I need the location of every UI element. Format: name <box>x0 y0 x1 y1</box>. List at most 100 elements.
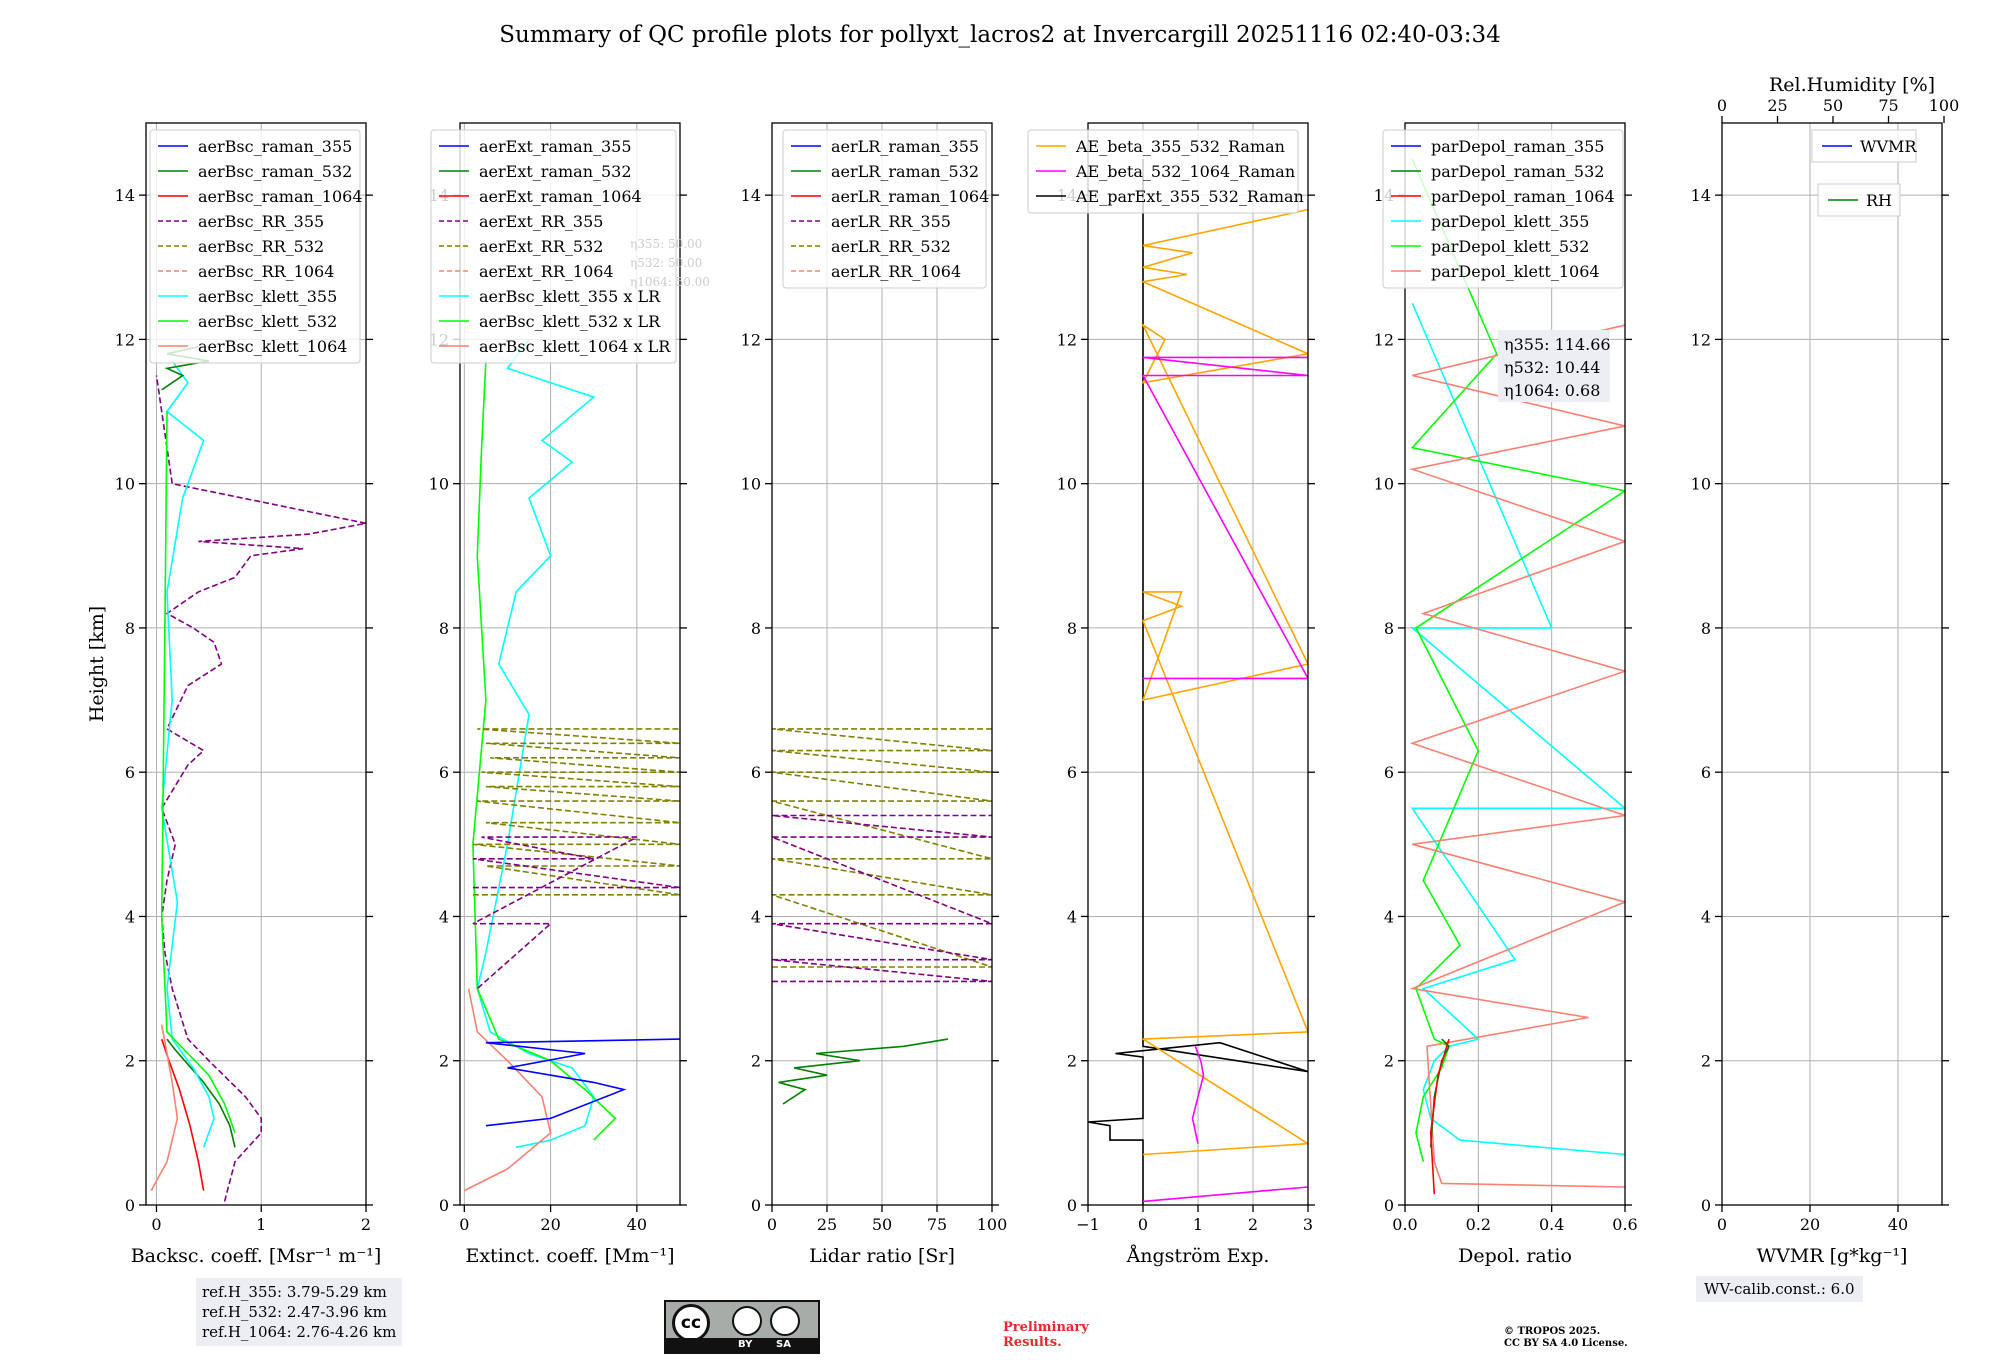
legend-label: aerExt_RR_355 <box>479 212 603 231</box>
y-tick-label: 4 <box>439 907 449 926</box>
legend-label: aerLR_RR_355 <box>831 212 951 231</box>
y-tick-label: 0 <box>1701 1196 1711 1215</box>
legend-label: aerLR_raman_532 <box>831 162 979 181</box>
axes-frame <box>459 122 681 1206</box>
legend-box <box>1027 129 1299 214</box>
legend: AE_beta_355_532_Raman AE_beta_532_1064_Ra… <box>1027 129 1304 214</box>
series-aerBsc_klett_532 <box>160 411 236 1134</box>
figure-title: Summary of QC profile plots for pollyxt_… <box>499 22 1501 48</box>
series-aerBsc_klett_1064 x LR <box>463 988 552 1192</box>
legend-label: AE_parExt_355_532_Raman <box>1075 187 1304 206</box>
x-tick-label: 0.6 <box>1612 1215 1637 1234</box>
series-parDepol_klett_532 <box>1410 158 1625 1162</box>
lidar-ratio-note: η355: 50.00 <box>630 237 702 251</box>
reference-height-box: ref.H_355: 3.79-5.29 km ref.H_532: 2.47-… <box>196 1278 403 1346</box>
y-tick-label: 6 <box>751 763 761 782</box>
x-tick-label: 40 <box>627 1215 647 1234</box>
x-tick-label: 0 <box>1717 1215 1727 1234</box>
x-tick-label: 40 <box>1888 1215 1908 1234</box>
x-axis-label: Extinct. coeff. [Mm⁻¹] <box>465 1245 674 1267</box>
x-tick-label: 0 <box>1138 1215 1148 1234</box>
series-aerBsc_klett_355 <box>160 360 215 1148</box>
y-tick-label: 2 <box>1701 1052 1711 1071</box>
legend-label: parDepol_klett_1064 <box>1431 262 1600 281</box>
y-tick-label: 0 <box>1384 1196 1394 1215</box>
y-tick-label: 10 <box>429 475 449 494</box>
legend-label: AE_beta_532_1064_Raman <box>1075 162 1295 181</box>
y-tick-label: 2 <box>1067 1052 1077 1071</box>
legend-label: aerLR_raman_355 <box>831 137 979 156</box>
attribution-person-icon <box>732 1306 762 1336</box>
top-x-tick-label: 25 <box>1767 96 1787 115</box>
series-aerExt_RR_532 <box>472 728 680 896</box>
legend-label: aerBsc_raman_355 <box>198 137 352 156</box>
y-tick-label: 4 <box>1701 907 1711 926</box>
legend-label: aerExt_raman_355 <box>479 137 632 156</box>
series-aerBsc_klett_1064 <box>150 1024 179 1191</box>
legend-label: aerBsc_RR_355 <box>198 212 324 231</box>
y-tick-label: 6 <box>125 763 135 782</box>
share-alike-icon <box>770 1306 800 1336</box>
x-tick-label: 20 <box>1800 1215 1820 1234</box>
axes-frame <box>1404 122 1626 1206</box>
axes-frame <box>1721 122 1943 1206</box>
y-tick-label: 10 <box>115 475 135 494</box>
x-tick-label: 1 <box>256 1215 266 1234</box>
top-x-tick-label: 75 <box>1878 96 1898 115</box>
y-tick-label: 4 <box>1384 907 1394 926</box>
legend-label: parDepol_raman_1064 <box>1431 187 1615 206</box>
top-x-tick-label: 0 <box>1717 96 1727 115</box>
y-axis-label: Height [km] <box>86 606 108 722</box>
top-x-tick-label: 50 <box>1823 96 1843 115</box>
preliminary-line-2: Results. <box>1003 1335 1062 1350</box>
eta-note: η532: 10.44 <box>1504 358 1600 377</box>
y-tick-label: 2 <box>751 1052 761 1071</box>
legend-label: parDepol_klett_355 <box>1431 212 1589 231</box>
series-AE_beta_532_1064_Raman_spikes <box>1141 356 1308 680</box>
x-tick-label: 100 <box>977 1215 1008 1234</box>
legend-label: aerExt_RR_1064 <box>479 262 614 281</box>
legend-box <box>430 129 677 364</box>
legend-wvmr: WVMR <box>1811 129 1917 163</box>
y-tick-label: 10 <box>1057 475 1077 494</box>
y-tick-label: 14 <box>1691 186 1711 205</box>
legend: aerLR_raman_355 aerLR_raman_532 aerLR_rama… <box>782 129 989 289</box>
top-x-tick-label: 100 <box>1929 96 1960 115</box>
ref-height-532: ref.H_532: 2.47-3.96 km <box>202 1303 387 1321</box>
y-tick-label: 10 <box>741 475 761 494</box>
legend-label: WVMR <box>1860 137 1917 156</box>
series-aerLR_raman_532 <box>778 1038 949 1105</box>
y-tick-label: 10 <box>1691 475 1711 494</box>
copyright-note: © TROPOS 2025. CC BY SA 4.0 License. <box>1504 1326 1628 1350</box>
legend-label: aerLR_RR_1064 <box>831 262 961 281</box>
y-tick-label: 4 <box>751 907 761 926</box>
legend-label: aerBsc_klett_1064 <box>198 337 347 356</box>
legend-label: aerBsc_raman_532 <box>198 162 352 181</box>
ref-height-355: ref.H_355: 3.79-5.29 km <box>202 1283 387 1301</box>
legend-label: aerExt_raman_1064 <box>479 187 642 206</box>
legend-label: aerBsc_klett_355 <box>198 287 337 306</box>
x-tick-label: 20 <box>540 1215 560 1234</box>
y-tick-label: 8 <box>1701 619 1711 638</box>
x-tick-label: 2 <box>1248 1215 1258 1234</box>
copyright-line-1: © TROPOS 2025. <box>1504 1326 1601 1337</box>
y-tick-label: 0 <box>439 1196 449 1215</box>
legend-label: aerBsc_raman_1064 <box>198 187 363 206</box>
y-tick-label: 12 <box>741 330 761 349</box>
cc-license-badge: cc BY SA <box>664 1300 820 1354</box>
series-parDepol_klett_355 <box>1410 302 1625 1156</box>
series-aerLR_RR_355 <box>772 814 992 983</box>
legend-rh: RH <box>1817 183 1901 217</box>
eta-note: η355: 114.66 <box>1504 335 1611 354</box>
y-tick-label: 0 <box>1067 1196 1077 1215</box>
y-tick-label: 0 <box>751 1196 761 1215</box>
y-tick-label: 8 <box>125 619 135 638</box>
x-tick-label: 0.0 <box>1392 1215 1417 1234</box>
x-tick-label: 0 <box>151 1215 161 1234</box>
series-AE_beta_532_1064_Raman_low <box>1142 1186 1308 1203</box>
series-aerExt_RR_355 <box>472 836 680 990</box>
ref-height-1064: ref.H_1064: 2.76-4.26 km <box>202 1323 397 1341</box>
